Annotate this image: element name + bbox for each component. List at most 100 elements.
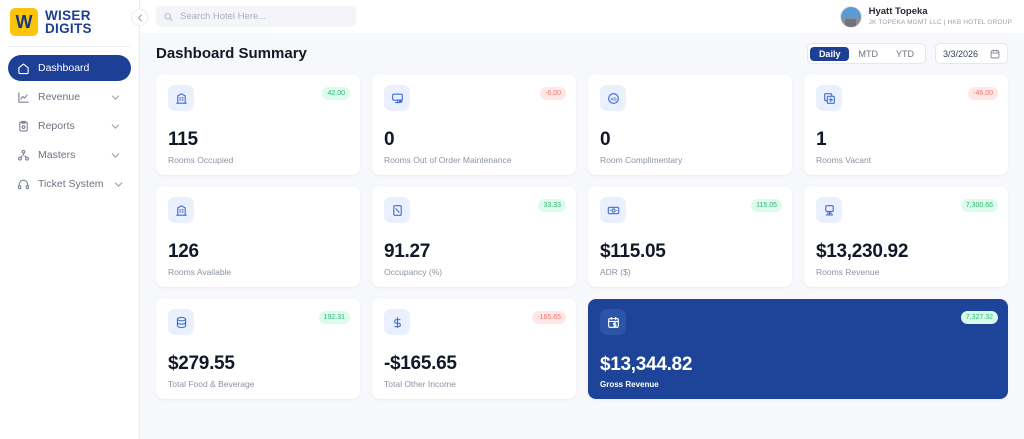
headset-icon	[17, 178, 30, 191]
ad-circle-icon: AD	[607, 92, 619, 104]
chevron-down-icon	[114, 181, 122, 187]
headset-icon	[17, 179, 30, 189]
kpi-label: Total Food & Beverage	[168, 379, 255, 389]
period-ytd-button[interactable]: YTD	[895, 48, 914, 59]
chevron-down-icon[interactable]	[112, 178, 125, 191]
kpi-icon-tile	[816, 197, 842, 223]
kpi-change-badge: -6.00	[540, 87, 566, 100]
copy-plus-icon	[823, 92, 835, 104]
kpi-card[interactable]: 126 Rooms Available	[156, 187, 360, 287]
kpi-card[interactable]: -46.00 1 Rooms Vacant	[804, 75, 1008, 175]
kpi-value: 1	[816, 129, 827, 150]
logo-line-2: DIGITS	[45, 21, 92, 36]
search-icon	[164, 12, 173, 21]
kpi-icon-tile	[384, 197, 410, 223]
sidebar-item-ticket-system[interactable]: Ticket System	[8, 171, 131, 197]
kpi-value: 115	[168, 129, 198, 150]
kpi-icon-tile	[384, 85, 410, 111]
kpi-label: Room Complimentary	[600, 155, 683, 165]
chart-icon	[17, 91, 30, 104]
user-profile[interactable]: Hyatt Topeka JK TOPEKA MGMT LLC | HKB HO…	[839, 5, 1012, 28]
kpi-card[interactable]: 42.00 115 Rooms Occupied	[156, 75, 360, 175]
kpi-icon-tile	[384, 309, 410, 335]
kpi-label: Gross Revenue	[600, 380, 659, 389]
calendar-icon	[990, 49, 1000, 58]
kpi-value: 0	[384, 129, 395, 150]
kpi-card-grid: 42.00 115 Rooms Occupied -6.00 0 Rooms Out of…	[156, 75, 1008, 399]
calendar-dollar-icon	[607, 316, 619, 328]
period-segmented-control[interactable]: Daily MTD YTD	[806, 43, 926, 64]
chevron-down-icon[interactable]	[109, 120, 122, 133]
kpi-label: Rooms Available	[168, 267, 232, 277]
brand-logo[interactable]: W WISER DIGITS	[0, 0, 139, 44]
chevron-left-icon	[137, 14, 142, 21]
period-mtd-button[interactable]: MTD	[858, 48, 878, 59]
kpi-value: 0	[600, 129, 611, 150]
kpi-card[interactable]: 7,300.66 $13,230.92 Rooms Revenue	[804, 187, 1008, 287]
logo-wordmark: WISER DIGITS	[45, 8, 92, 36]
kpi-card[interactable]: 192.31 $279.55 Total Food & Beverage	[156, 299, 360, 399]
sidebar-item-label: Masters	[38, 149, 76, 161]
sidebar-item-label: Reports	[38, 120, 75, 132]
user-subtitle: JK TOPEKA MGMT LLC | HKB HOTEL GROUP	[868, 18, 1012, 26]
kpi-card[interactable]: 7,327.32 $13,344.82 Gross Revenue	[588, 299, 1008, 399]
page-content: Dashboard Summary Daily MTD YTD 3/3/2026 4…	[140, 33, 1024, 439]
kpi-value: 91.27	[384, 241, 431, 262]
banknote-icon	[607, 206, 619, 214]
kpi-value: 126	[168, 241, 199, 262]
kpi-icon-tile	[816, 85, 842, 111]
kpi-change-badge: 33.33	[538, 199, 566, 212]
kpi-card[interactable]: 115.05 $115.05 ADR ($)	[588, 187, 792, 287]
kpi-icon-tile	[168, 197, 194, 223]
sidebar-collapse-button[interactable]	[131, 9, 148, 26]
kpi-card[interactable]: AD 0 Room Complimentary	[588, 75, 792, 175]
kpi-icon-tile	[600, 309, 626, 335]
page-title: Dashboard Summary	[156, 45, 307, 62]
main-area: Hyatt Topeka JK TOPEKA MGMT LLC | HKB HO…	[131, 0, 1024, 439]
chevron-down-icon	[111, 94, 120, 100]
date-value: 3/3/2026	[942, 48, 978, 59]
kpi-change-badge: 192.31	[318, 311, 350, 324]
kpi-label: Occupancy (%)	[384, 267, 443, 277]
kpi-value: $13,230.92	[816, 241, 909, 262]
kpi-label: ADR ($)	[600, 267, 631, 277]
kpi-value: $13,344.82	[600, 354, 693, 375]
period-daily-button[interactable]: Daily	[809, 46, 850, 61]
avatar	[839, 5, 862, 28]
kpi-card[interactable]: 33.33 91.27 Occupancy (%)	[372, 187, 576, 287]
home-icon	[17, 62, 30, 75]
chevron-down-icon[interactable]	[109, 149, 122, 162]
sidebar-item-dashboard[interactable]: Dashboard	[8, 55, 131, 81]
kpi-icon-tile	[600, 197, 626, 223]
building-icon	[175, 204, 187, 216]
search-input[interactable]	[180, 11, 348, 22]
kpi-value: $279.55	[168, 353, 235, 374]
kpi-card[interactable]: -6.00 0 Rooms Out of Order Maintenance	[372, 75, 576, 175]
chevron-down-icon	[111, 152, 120, 158]
date-picker[interactable]: 3/3/2026	[934, 43, 1008, 64]
building-icon	[175, 92, 187, 104]
kpi-label: Rooms Revenue	[816, 267, 880, 277]
chevron-down-icon[interactable]	[109, 91, 122, 104]
search-box[interactable]	[156, 6, 356, 27]
kpi-value: $115.05	[600, 241, 666, 262]
kpi-icon-tile	[168, 85, 194, 111]
dollar-icon	[393, 316, 401, 328]
kpi-icon-tile	[168, 309, 194, 335]
chart-icon	[18, 91, 29, 103]
sidebar-item-reports[interactable]: Reports	[8, 113, 131, 139]
sidebar-item-label: Ticket System	[38, 178, 104, 190]
percent-doc-icon	[392, 204, 402, 216]
hierarchy-icon	[18, 149, 29, 161]
sidebar: W WISER DIGITS Dashboard Revenue Reports Ma…	[0, 0, 140, 439]
kpi-change-badge: 7,300.66	[960, 199, 998, 212]
sidebar-nav: Dashboard Revenue Reports Masters Ticket Sys…	[0, 55, 139, 197]
monitor-stand-icon	[824, 204, 834, 216]
clipboard-icon	[19, 120, 28, 132]
logo-line-1: WISER	[45, 8, 91, 23]
sidebar-item-masters[interactable]: Masters	[8, 142, 131, 168]
kpi-card[interactable]: -165.65 -$165.65 Total Other Income	[372, 299, 576, 399]
hierarchy-icon	[17, 149, 30, 162]
sidebar-item-revenue[interactable]: Revenue	[8, 84, 131, 110]
